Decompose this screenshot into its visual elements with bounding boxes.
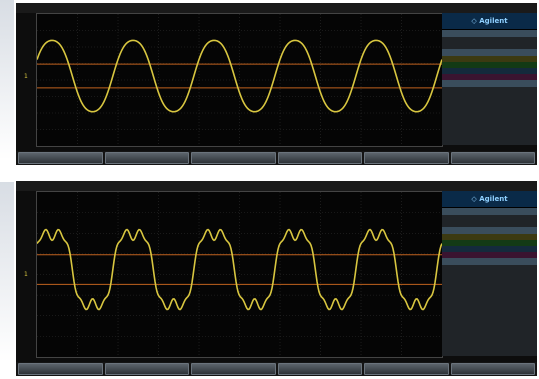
softkey-2[interactable]: [104, 363, 189, 375]
agilent-logo: ◇ Agilent: [442, 191, 537, 208]
measure-header: [442, 258, 537, 265]
ground-marker[interactable]: 1: [24, 73, 28, 80]
brand-name: Agilent: [479, 195, 508, 203]
status-bar: [16, 181, 537, 191]
softkey-6[interactable]: [450, 152, 535, 164]
left-edge-top: [0, 0, 14, 160]
info-panel: ◇ Agilent: [442, 13, 537, 145]
left-edge-bottom: [0, 182, 14, 362]
channel-1-row[interactable]: [442, 56, 537, 62]
channels-header: [442, 227, 537, 234]
waveform-svg: [37, 14, 442, 146]
channels-header: [442, 49, 537, 56]
waveform-trace: [37, 39, 442, 113]
measure-row: [442, 99, 537, 105]
agilent-logo: ◇ Agilent: [442, 13, 537, 30]
measure-row: [442, 271, 537, 285]
softkey-4[interactable]: [277, 363, 362, 375]
oscilloscope-screen-2: 1 ◇ Agilent: [16, 181, 537, 376]
waveform-svg: [37, 192, 442, 357]
brand-name: Agilent: [479, 17, 508, 25]
channel-3-row[interactable]: [442, 68, 537, 74]
channel-1-row[interactable]: [442, 234, 537, 240]
measure-header: [442, 80, 537, 87]
channel-2-row[interactable]: [442, 62, 537, 68]
oscilloscope-screen-1: 1 ◇ Agilent: [16, 3, 537, 165]
channel-3-row[interactable]: [442, 246, 537, 252]
softkey-6[interactable]: [450, 363, 535, 375]
softkey-bar: [16, 151, 537, 165]
softkey-5[interactable]: [364, 152, 449, 164]
acquire-header: [442, 208, 537, 215]
ground-marker[interactable]: 1: [24, 271, 28, 278]
softkey-3[interactable]: [191, 363, 276, 375]
softkey-bar: [16, 362, 537, 376]
acquire-header: [442, 30, 537, 37]
softkey-2[interactable]: [104, 152, 189, 164]
channel-4-row[interactable]: [442, 74, 537, 80]
info-panel: ◇ Agilent: [442, 191, 537, 356]
channel-4-row[interactable]: [442, 252, 537, 258]
measure-row: [442, 285, 537, 299]
waveform-trace: [37, 228, 442, 311]
softkey-4[interactable]: [277, 152, 362, 164]
channel-2-row[interactable]: [442, 240, 537, 246]
softkey-1[interactable]: [18, 152, 103, 164]
waveform-display: [36, 191, 443, 358]
waveform-display: [36, 13, 443, 147]
status-bar: [16, 3, 537, 13]
softkey-3[interactable]: [191, 152, 276, 164]
softkey-5[interactable]: [364, 363, 449, 375]
softkey-1[interactable]: [18, 363, 103, 375]
